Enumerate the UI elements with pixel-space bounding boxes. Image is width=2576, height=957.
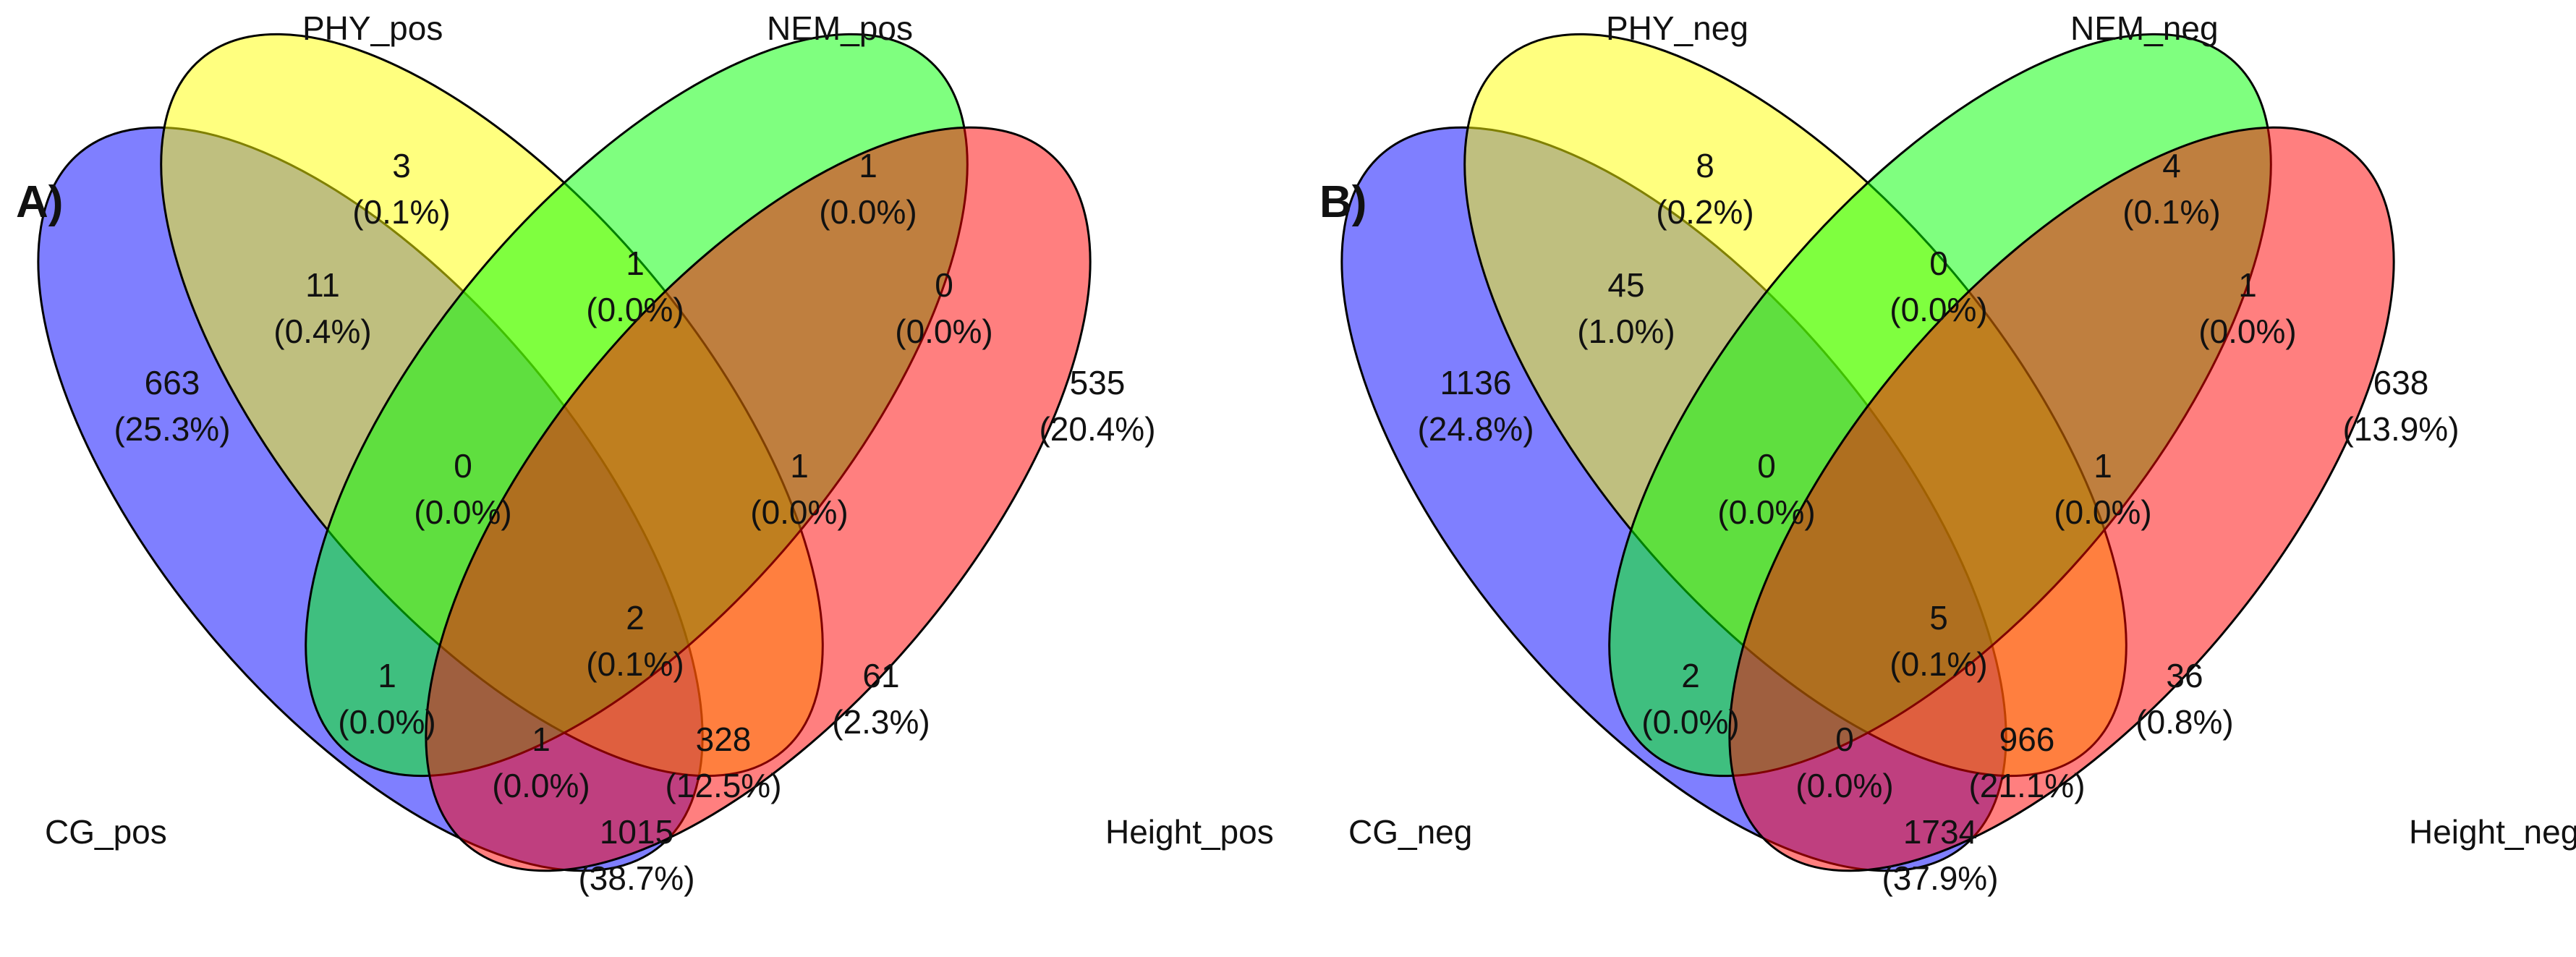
region-count-ac: 2	[1681, 657, 1700, 694]
region-count-ad: 1015	[600, 813, 673, 851]
region-count-bcd: 1	[2093, 447, 2112, 485]
region-percent-a: (24.8%)	[1417, 410, 1534, 448]
region-count-ab: 45	[1607, 266, 1644, 304]
region-percent-abcd: (0.1%)	[586, 645, 684, 683]
region-count-abc: 0	[1757, 447, 1776, 485]
region-count-ab: 11	[305, 266, 340, 304]
set-label-phy-pos: PHY_pos	[302, 9, 443, 47]
region-percent-acd: (0.0%)	[492, 767, 590, 804]
region-count-abc: 0	[454, 447, 472, 485]
region-percent-bc: (0.0%)	[1890, 291, 1987, 328]
region-percent-b: (0.2%)	[1656, 193, 1754, 231]
region-count-d: 638	[2373, 364, 2429, 401]
set-label-nem-pos: NEM_pos	[767, 9, 913, 47]
region-count-abd: 966	[1999, 720, 2055, 758]
region-percent-ab: (0.4%)	[273, 312, 371, 350]
set-label-height-pos: Height_pos	[1105, 813, 1274, 851]
region-percent-ab: (1.0%)	[1577, 312, 1675, 350]
region-count-abcd: 5	[1929, 599, 1948, 637]
region-percent-bcd: (0.0%)	[750, 493, 848, 531]
region-percent-abd: (21.1%)	[1968, 767, 2085, 804]
region-count-bd: 61	[862, 657, 899, 694]
region-count-abcd: 2	[626, 599, 645, 637]
region-count-bc: 1	[626, 244, 645, 282]
set-label-nem-neg: NEM_neg	[2070, 9, 2219, 47]
venn-panel-a: A) CG_pos PHY_pos NEM_pos Height_pos 663 (25.3…	[16, 9, 1274, 897]
region-percent-a: (25.3%)	[114, 410, 230, 448]
region-percent-c: (0.1%)	[2122, 193, 2220, 231]
panel-letter: A)	[16, 177, 63, 227]
region-count-bd: 36	[2166, 657, 2203, 694]
region-percent-cd: (0.0%)	[2198, 312, 2296, 350]
region-count-cd: 1	[2238, 266, 2257, 304]
region-percent-abcd: (0.1%)	[1890, 645, 1987, 683]
region-percent-abc: (0.0%)	[414, 493, 511, 531]
region-count-c: 1	[859, 147, 877, 184]
region-percent-bcd: (0.0%)	[2054, 493, 2151, 531]
region-count-b: 8	[1696, 147, 1714, 184]
region-percent-ad: (38.7%)	[578, 859, 694, 897]
region-percent-bc: (0.0%)	[586, 291, 684, 328]
region-percent-cd: (0.0%)	[895, 312, 992, 350]
set-label-height-neg: Height_neg	[2409, 813, 2576, 851]
region-count-acd: 0	[1835, 720, 1854, 758]
region-count-b: 3	[392, 147, 411, 184]
region-percent-bd: (0.8%)	[2135, 703, 2233, 741]
region-count-bc: 0	[1929, 244, 1948, 282]
venn-ellipse-height-neg	[1728, 126, 2395, 872]
venn-ellipse-height-pos	[425, 126, 1092, 872]
region-percent-abc: (0.0%)	[1717, 493, 1815, 531]
region-percent-bd: (2.3%)	[832, 703, 930, 741]
region-count-abd: 328	[696, 720, 752, 758]
set-label-phy-neg: PHY_neg	[1606, 9, 1748, 47]
panel-letter: B)	[1319, 177, 1366, 227]
region-count-ac: 1	[378, 657, 396, 694]
region-percent-ac: (0.0%)	[338, 703, 435, 741]
region-percent-d: (13.9%)	[2342, 410, 2459, 448]
region-percent-acd: (0.0%)	[1795, 767, 1893, 804]
set-label-cg-pos: CG_pos	[45, 813, 167, 851]
region-count-cd: 0	[935, 266, 953, 304]
region-count-c: 4	[2162, 147, 2181, 184]
region-percent-b: (0.1%)	[352, 193, 450, 231]
set-label-cg-neg: CG_neg	[1348, 813, 1472, 851]
region-count-a: 663	[145, 364, 200, 401]
region-percent-d: (20.4%)	[1039, 410, 1155, 448]
region-percent-c: (0.0%)	[819, 193, 917, 231]
region-count-ad: 1734	[1903, 813, 1977, 851]
region-count-bcd: 1	[790, 447, 809, 485]
region-percent-ac: (0.0%)	[1641, 703, 1739, 741]
region-percent-ad: (37.9%)	[1882, 859, 1998, 897]
region-count-a: 1136	[1440, 364, 1512, 401]
region-percent-abd: (12.5%)	[665, 767, 781, 804]
region-count-d: 535	[1070, 364, 1126, 401]
region-count-acd: 1	[532, 720, 551, 758]
